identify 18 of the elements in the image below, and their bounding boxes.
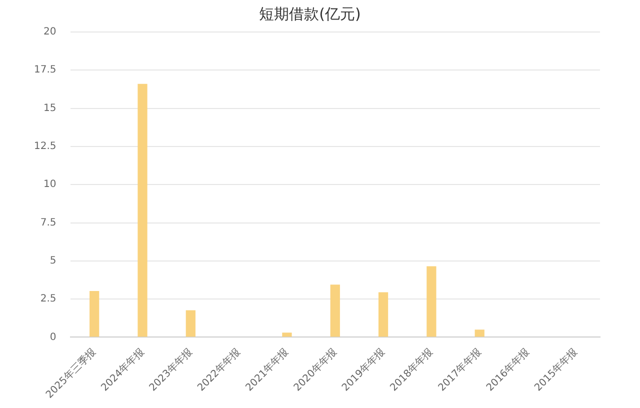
bar [90,290,100,337]
y-tick-label: 10 [44,179,56,190]
bar [282,332,292,337]
bar [378,292,388,337]
y-tick-label: 5 [50,256,56,267]
y-tick-label: 12.5 [34,141,56,152]
y-tick-label: 0 [50,332,56,343]
bar [330,284,340,337]
y-tick-label: 15 [44,102,56,114]
y-tick-label: 17.5 [34,64,56,76]
chart-title: 短期借款(亿元) [259,4,361,23]
bar [426,266,436,337]
bar [474,330,484,337]
y-tick-label: 20 [44,26,56,38]
y-tick-label: 7.5 [40,217,56,228]
bar [186,310,196,337]
bar [138,84,148,337]
y-tick-label: 2.5 [40,294,56,305]
